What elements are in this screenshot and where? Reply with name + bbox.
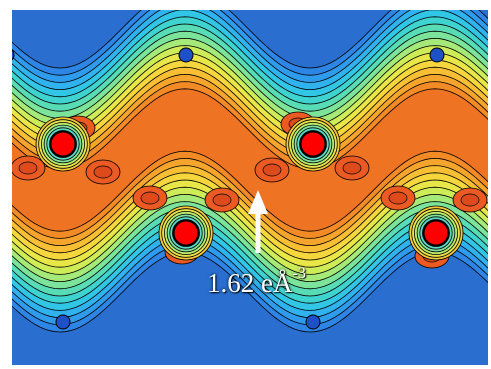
atom-site [422,219,450,247]
arrow-icon [248,190,268,253]
density-bands [12,10,488,333]
bond-lobe-core [460,193,480,207]
bond-lobe-core [140,191,160,205]
density-label: 1.62 eÅ-3 [207,265,306,298]
secondary-site [429,47,445,63]
atom-site [172,219,200,247]
secondary-sites [12,47,445,330]
density-exponent: -3 [292,265,306,282]
bond-lobe-core [93,165,113,179]
bond-lobe-core [18,161,38,175]
secondary-site [55,314,71,330]
density-contour-15 [12,88,488,232]
secondary-site [12,49,15,61]
atom-site [299,130,327,158]
secondary-site [305,314,321,330]
bond-lobe-core [212,193,232,207]
atom-site [49,130,77,158]
atom-sites [49,130,450,247]
secondary-site [178,47,194,63]
bond-lobe-core [262,163,282,177]
bond-lobe-core [342,161,362,175]
bond-lobe-core [388,191,408,205]
